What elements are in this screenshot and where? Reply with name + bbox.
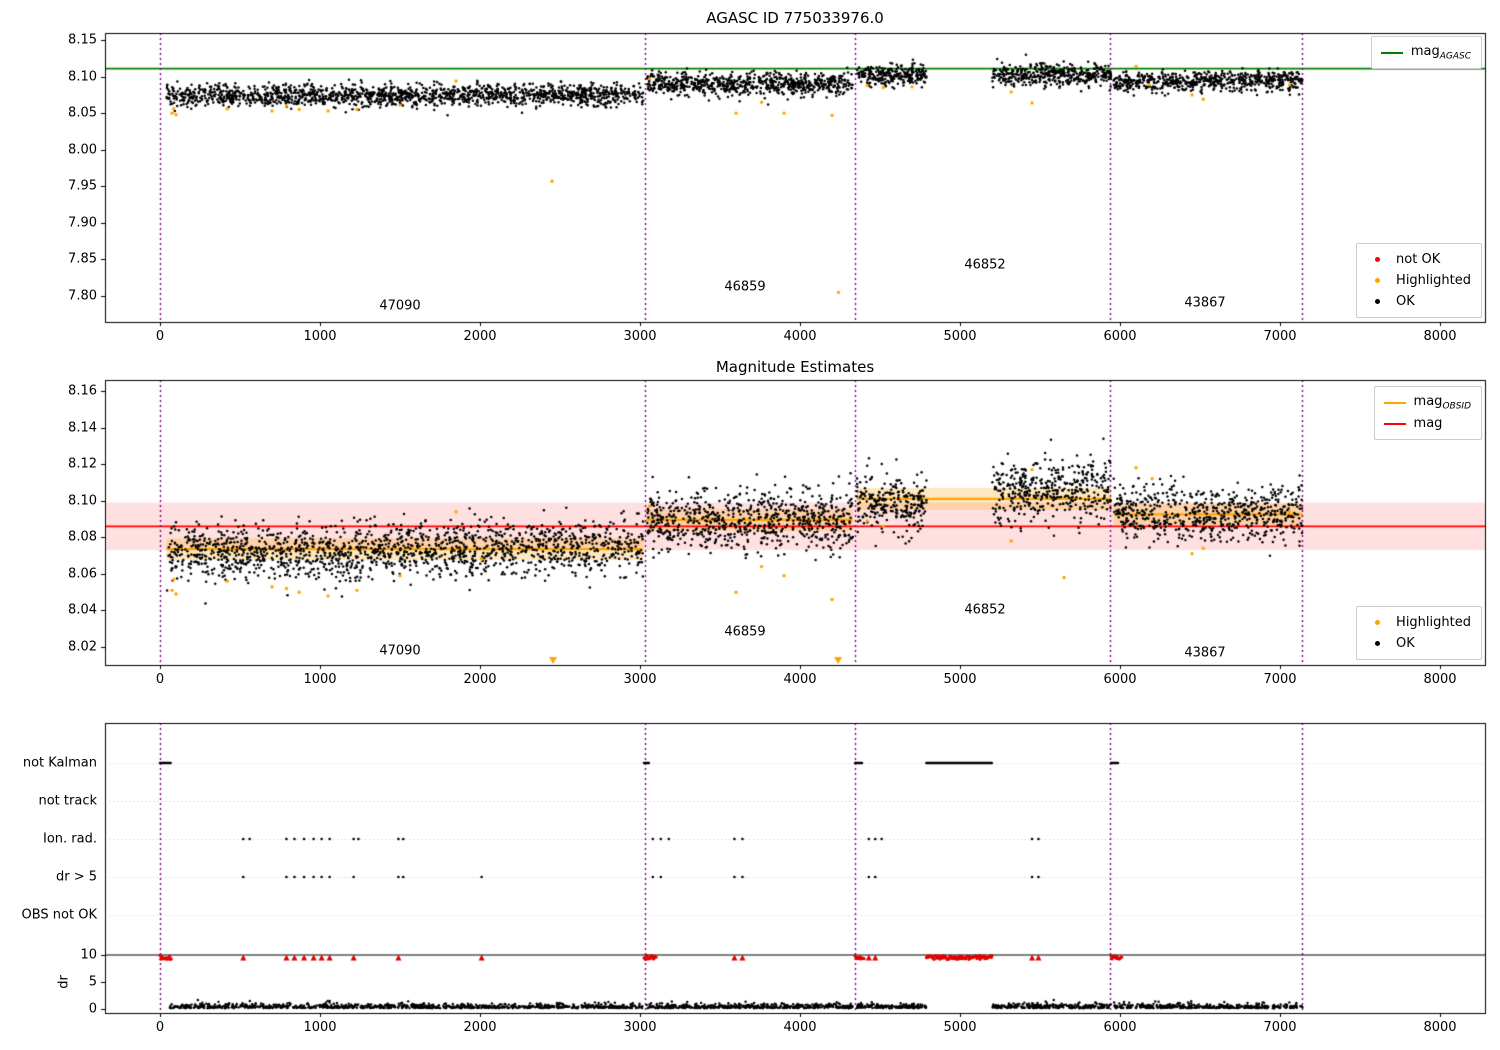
legend-entry: mag — [1383, 413, 1471, 434]
legend-line-marker — [1380, 51, 1404, 54]
legend-dot-marker — [1365, 299, 1389, 304]
legend-entry: OK — [1365, 633, 1471, 654]
legend-label: not OK — [1396, 252, 1441, 267]
middle-plot-line-legend: magOBSID mag — [1373, 386, 1482, 440]
legend-entry: Highlighted — [1365, 612, 1471, 633]
legend-label: magAGASC — [1410, 43, 1471, 62]
legend-label: OK — [1396, 636, 1415, 651]
legend-entry: magAGASC — [1380, 42, 1471, 63]
middle-plot-marker-legend: Highlighted OK — [1356, 606, 1482, 660]
legend-entry: not OK — [1365, 249, 1471, 270]
legend-dot-marker — [1365, 641, 1389, 646]
legend-entry: magOBSID — [1383, 392, 1471, 413]
legend-entry: OK — [1365, 291, 1471, 312]
top-plot-marker-legend: not OK Highlighted OK — [1356, 243, 1482, 318]
legend-line-marker — [1383, 422, 1407, 425]
top-plot-title: AGASC ID 775033976.0 — [706, 9, 884, 27]
legend-label: OK — [1396, 294, 1415, 309]
legend-label: magOBSID — [1413, 393, 1471, 412]
legend-dot-marker — [1365, 257, 1389, 262]
top-plot-line-legend: magAGASC — [1370, 36, 1482, 69]
legend-dot-marker — [1365, 620, 1389, 625]
middle-plot-title: Magnitude Estimates — [715, 358, 875, 376]
legend-label: Highlighted — [1396, 615, 1471, 630]
legend-line-marker — [1383, 401, 1407, 404]
legend-dot-marker — [1365, 278, 1389, 283]
legend-entry: Highlighted — [1365, 270, 1471, 291]
legend-label: Highlighted — [1396, 273, 1471, 288]
legend-label: mag — [1413, 416, 1443, 431]
